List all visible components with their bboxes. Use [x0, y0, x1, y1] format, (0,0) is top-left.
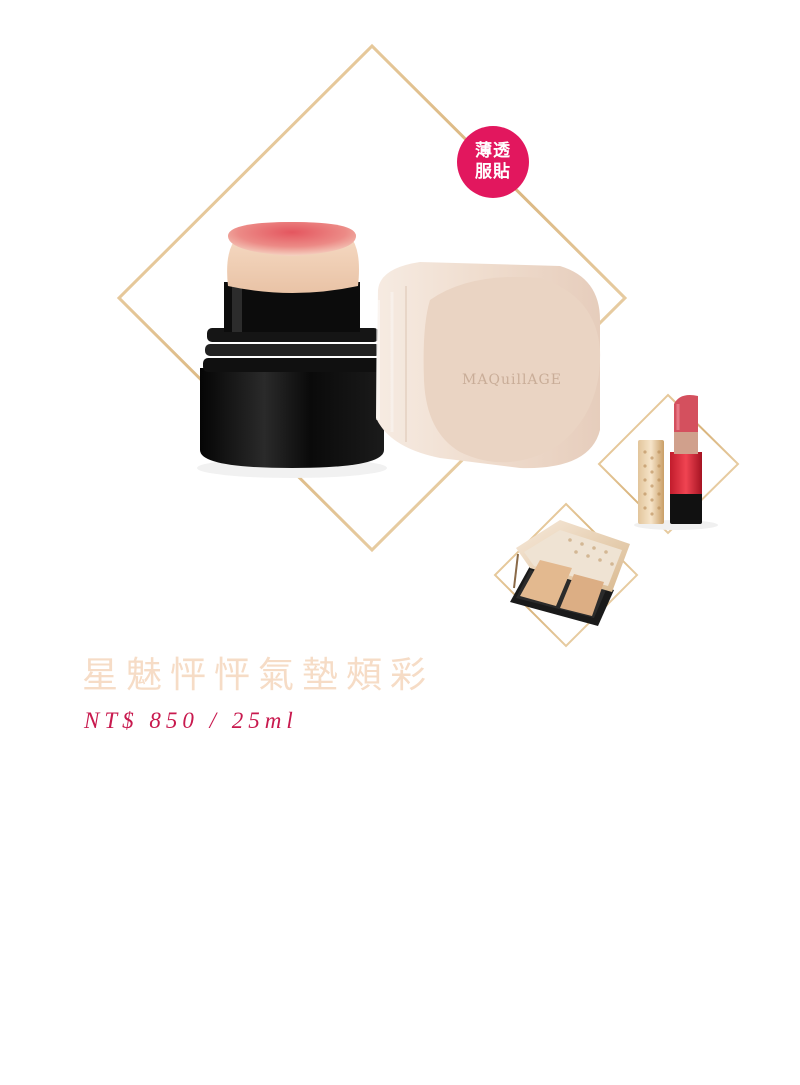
product-name: 星魅怦怦氣墊頰彩	[82, 646, 434, 698]
badge-line-1: 薄透	[475, 141, 511, 162]
ivory-cap: MAQuillAGE	[376, 262, 600, 468]
feature-badge: 薄透 服貼	[457, 126, 529, 198]
cushion-blush-jar	[197, 222, 387, 478]
lipstick-frame	[599, 395, 738, 533]
brand-mark: MAQuillAGE	[462, 372, 562, 388]
product-price: NT$ 850 / 25ml	[84, 708, 298, 734]
badge-line-2: 服貼	[475, 162, 511, 183]
compact-frame	[495, 504, 637, 646]
